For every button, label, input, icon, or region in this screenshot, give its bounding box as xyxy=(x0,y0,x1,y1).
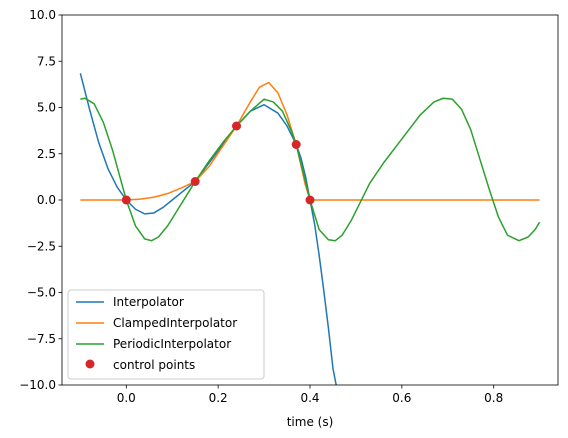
y-tick-label: 10.0 xyxy=(29,8,56,22)
y-tick-label: 5.0 xyxy=(37,101,56,115)
x-axis-ticks: 0.0 0.2 0.4 0.6 0.8 xyxy=(117,385,503,405)
control-point xyxy=(232,121,242,131)
x-tick-label: 0.8 xyxy=(484,391,503,405)
y-axis-ticks: −10.0 −7.5 −5.0 −2.5 0.0 2.5 5.0 7.5 10.0 xyxy=(19,8,62,392)
y-tick-label: −2.5 xyxy=(27,239,56,253)
legend-handle-control-points xyxy=(85,359,95,369)
legend-label-clamped-interpolator: ClampedInterpolator xyxy=(113,316,237,330)
x-tick-label: 0.0 xyxy=(117,391,136,405)
x-axis-title: time (s) xyxy=(287,415,334,429)
control-point xyxy=(121,195,131,205)
legend-box xyxy=(67,289,265,380)
legend-label-periodic-interpolator: PeriodicInterpolator xyxy=(113,337,231,351)
control-point xyxy=(190,177,200,186)
y-tick-label: −5.0 xyxy=(27,286,56,300)
y-tick-label: 0.0 xyxy=(37,193,56,207)
legend: Interpolator ClampedInterpolator Periodi… xyxy=(67,289,265,380)
y-tick-label: −7.5 xyxy=(27,332,56,346)
legend-label-interpolator: Interpolator xyxy=(113,295,184,309)
control-point xyxy=(291,140,301,149)
control-point xyxy=(305,195,315,205)
x-tick-label: 0.4 xyxy=(300,391,319,405)
y-tick-label: 2.5 xyxy=(37,147,56,161)
legend-label-control-points: control points xyxy=(113,358,195,372)
control-points-layer xyxy=(121,121,315,205)
x-tick-label: 0.2 xyxy=(209,391,228,405)
y-tick-label: −10.0 xyxy=(19,378,56,392)
y-tick-label: 7.5 xyxy=(37,54,56,68)
x-tick-label: 0.6 xyxy=(392,391,411,405)
series-line-periodic-interpolator xyxy=(80,97,541,242)
